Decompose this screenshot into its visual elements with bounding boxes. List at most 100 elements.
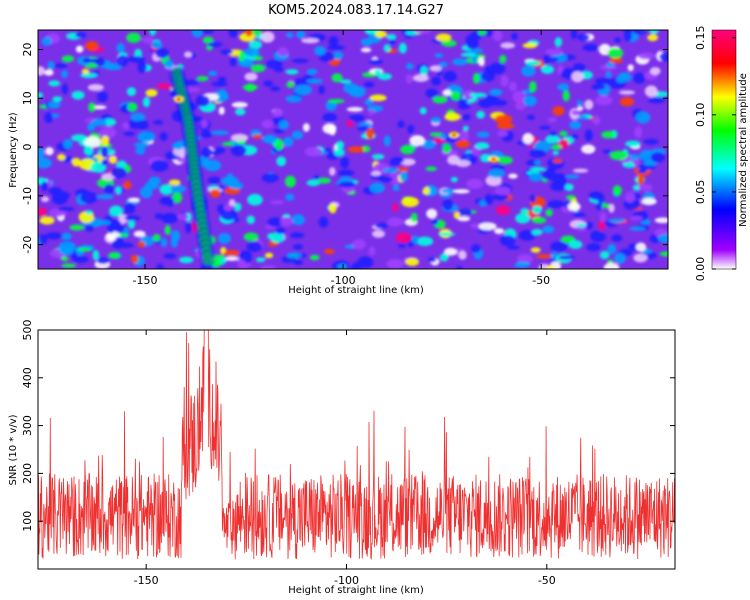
heatmap-cell [246, 241, 262, 252]
heatmap-cell [230, 144, 247, 157]
heatmap-cell [500, 75, 509, 87]
heatmap-cell [155, 263, 164, 269]
heatmap-cell [602, 149, 612, 154]
snr-x-ticks: -150 -100 -50 [134, 330, 556, 587]
heatmap-cell [140, 186, 153, 199]
heatmap-cell [151, 41, 163, 49]
heatmap-cell [130, 254, 139, 264]
heatmap-cell [61, 83, 69, 95]
heatmap-cell [360, 38, 373, 47]
heatmap-cell [61, 256, 69, 262]
heatmap-cell [635, 111, 651, 124]
heatmap-cell [649, 30, 659, 34]
colorbar-gradient [711, 29, 737, 270]
heatmap-cell [207, 41, 223, 48]
heatmap-cell [61, 55, 75, 63]
heatmap-cell [152, 120, 164, 125]
heatmap-cell [530, 247, 541, 253]
heatmap-cell [336, 263, 348, 269]
heatmap-cell [361, 145, 371, 153]
heatmap-cell [86, 123, 96, 131]
heatmap-cell [554, 37, 563, 48]
heatmap-y-tick-label: 20 [21, 43, 34, 57]
heatmap-cell [122, 122, 130, 130]
heatmap-cell [432, 95, 448, 104]
heatmap-cell [80, 72, 98, 79]
heatmap-cell [247, 193, 263, 206]
heatmap-cell [160, 238, 168, 248]
heatmap-cell [301, 38, 319, 44]
heatmap-cell [534, 160, 542, 165]
heatmap-cell [577, 223, 586, 228]
heatmap-cell [571, 71, 584, 83]
heatmap-cell [392, 184, 400, 191]
heatmap-cell [546, 57, 559, 63]
heatmap-cell [337, 169, 355, 177]
heatmap-cell [650, 152, 666, 163]
heatmap-cell [81, 68, 90, 74]
heatmap-cell [632, 159, 640, 166]
heatmap-cell [431, 76, 442, 86]
heatmap-cell [637, 169, 647, 174]
heatmap-cell [396, 167, 410, 172]
heatmap-cell [572, 63, 586, 74]
snr-y-tick-label: 400 [21, 367, 34, 388]
heatmap-cell [545, 48, 564, 56]
heatmap-cell [149, 30, 157, 36]
heatmap-cell [41, 196, 50, 203]
heatmap-cell [429, 65, 442, 72]
heatmap-cell [338, 181, 356, 188]
heatmap-cell [291, 130, 304, 140]
heatmap-cell [346, 107, 364, 112]
heatmap-cell [372, 230, 385, 238]
heatmap-cell [500, 42, 516, 49]
heatmap-cell [273, 128, 285, 134]
snr-x-tick-label: -150 [134, 574, 159, 587]
heatmap-cell [246, 215, 255, 225]
heatmap-cell [492, 194, 509, 201]
heatmap-cell [200, 130, 213, 139]
heatmap-cell [552, 105, 565, 116]
heatmap-cell [468, 31, 481, 42]
heatmap-cell [649, 67, 661, 76]
heatmap-cell [289, 232, 305, 239]
heatmap-cell [495, 205, 511, 216]
heatmap-cell [229, 182, 244, 190]
heatmap-cell [478, 222, 497, 231]
heatmap-cell [52, 96, 63, 102]
heatmap-cell [61, 263, 77, 268]
heatmap-cell [397, 120, 405, 128]
heatmap-cell [293, 259, 304, 266]
heatmap-cell [594, 77, 613, 85]
heatmap-cell [178, 256, 194, 264]
heatmap-cell [38, 207, 48, 217]
heatmap-cell [38, 147, 45, 159]
heatmap-cell [261, 173, 279, 183]
heatmap-cell [552, 158, 563, 164]
heatmap-cell [357, 125, 370, 132]
heatmap-cell [512, 90, 526, 103]
heatmap-cell [457, 102, 471, 110]
heatmap-cell [118, 214, 128, 225]
heatmap-cell [431, 218, 439, 225]
heatmap-cell [592, 115, 601, 125]
heatmap-cell [346, 120, 354, 128]
heatmap-cell [511, 32, 518, 40]
heatmap-cell [441, 39, 457, 47]
heatmap-frame [37, 29, 669, 270]
heatmap-cell [515, 102, 526, 110]
colorbar-tick-label: 0.10 [694, 103, 707, 128]
heatmap-cell [102, 118, 117, 127]
heatmap-cell [136, 120, 149, 130]
heatmap-y-axis-label: Frequency (Hz) [8, 112, 19, 188]
heatmap-cell [392, 202, 399, 213]
heatmap-cell [576, 106, 584, 111]
heatmap-cell [494, 228, 505, 235]
heatmap-cell [231, 101, 248, 108]
heatmap-cell [659, 251, 668, 257]
heatmap-cell [203, 159, 222, 172]
heatmap-cell [41, 36, 52, 46]
heatmap-cell [456, 266, 463, 269]
heatmap-cell [71, 134, 88, 142]
